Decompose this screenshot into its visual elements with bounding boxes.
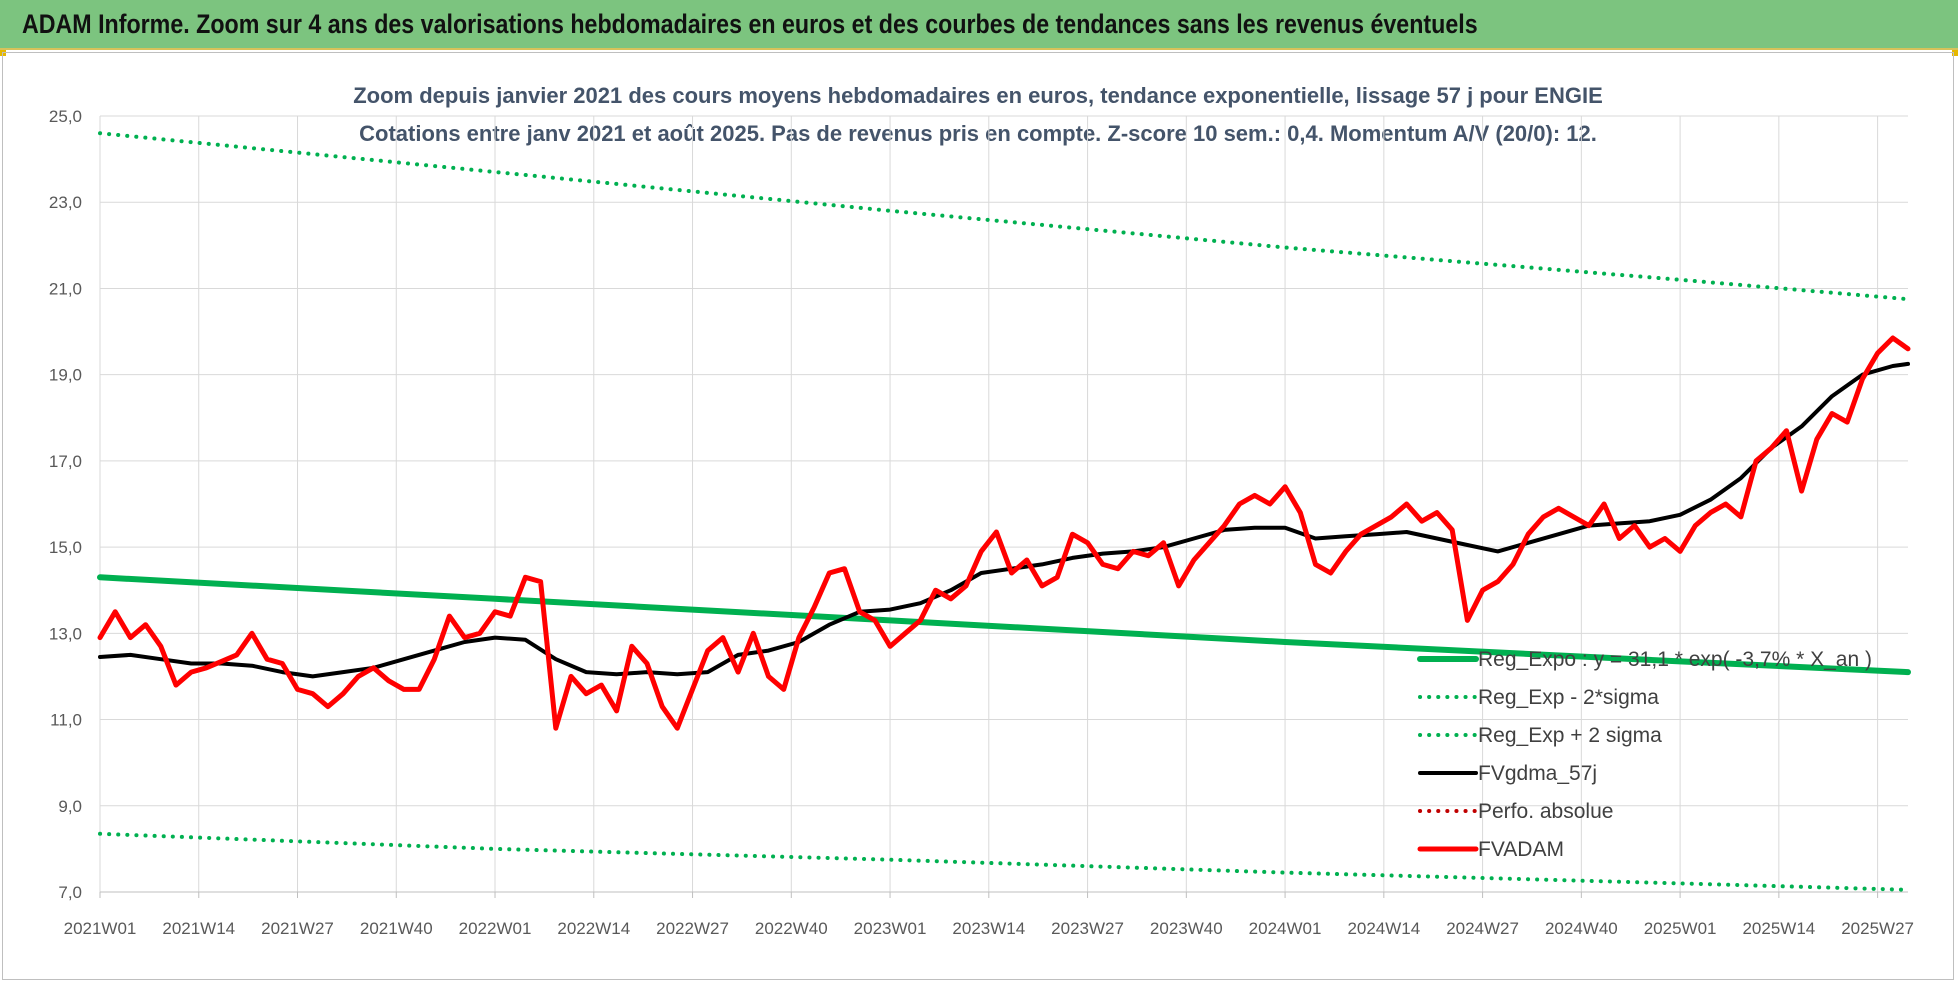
x-tick-label: 2023W27	[1051, 919, 1124, 938]
x-tick-label: 2021W01	[64, 919, 137, 938]
series-line-fvadam	[97, 335, 1911, 731]
y-tick-label: 21,0	[49, 279, 82, 298]
x-tick-label: 2025W14	[1742, 919, 1815, 938]
x-tick-label: 2023W01	[854, 919, 927, 938]
series-line-reg-expo	[97, 574, 1911, 676]
legend-label: Perfo. absolue	[1478, 800, 1613, 823]
x-tick-label: 2024W40	[1545, 919, 1618, 938]
x-tick-label: 2024W01	[1249, 919, 1322, 938]
y-tick-label: 9,0	[58, 797, 82, 816]
x-tick-label: 2025W01	[1644, 919, 1717, 938]
y-tick-label: 25,0	[49, 107, 82, 126]
legend-label: Reg_Exp + 2 sigma	[1478, 724, 1662, 747]
chart-frame	[2, 52, 1954, 980]
x-tick-label: 2023W40	[1150, 919, 1223, 938]
y-tick-label: 19,0	[49, 366, 82, 385]
x-tick-label: 2021W40	[360, 919, 433, 938]
y-tick-label: 17,0	[49, 452, 82, 471]
chart-title-line1: Zoom depuis janvier 2021 des cours moyen…	[353, 83, 1603, 108]
x-tick-label: 2022W01	[459, 919, 532, 938]
x-tick-label: 2025W27	[1841, 919, 1914, 938]
legend-label: FVADAM	[1478, 838, 1564, 861]
x-tick-label: 2022W14	[557, 919, 630, 938]
x-tick-label: 2021W27	[261, 919, 334, 938]
report-banner: ADAM Informe. Zoom sur 4 ans des valoris…	[0, 0, 1958, 50]
series-line-reg-exp	[98, 131, 1910, 302]
banner-corner-left	[0, 50, 6, 56]
x-tick-label: 2021W14	[162, 919, 235, 938]
x-tick-label: 2024W14	[1347, 919, 1420, 938]
x-tick-label: 2024W27	[1446, 919, 1519, 938]
x-tick-label: 2023W14	[952, 919, 1025, 938]
y-tick-label: 11,0	[50, 711, 82, 730]
banner-corner-right	[1952, 50, 1958, 56]
legend-label: Reg_Expo : y = 31,1 * exp( -3,7% * X_an …	[1478, 648, 1872, 671]
x-tick-label: 2022W40	[755, 919, 828, 938]
y-tick-label: 13,0	[49, 624, 82, 643]
y-tick-label: 23,0	[49, 193, 82, 212]
chart-title-line2: Cotations entre janv 2021 et août 2025. …	[359, 121, 1597, 146]
report-title: ADAM Informe. Zoom sur 4 ans des valoris…	[22, 9, 1478, 39]
series-line-reg-exp	[98, 831, 1910, 892]
y-tick-label: 7,0	[58, 883, 82, 902]
legend-label: FVgdma_57j	[1478, 762, 1597, 785]
y-tick-label: 15,0	[49, 538, 82, 557]
legend-label: Reg_Exp - 2*sigma	[1478, 686, 1659, 709]
x-tick-label: 2022W27	[656, 919, 729, 938]
